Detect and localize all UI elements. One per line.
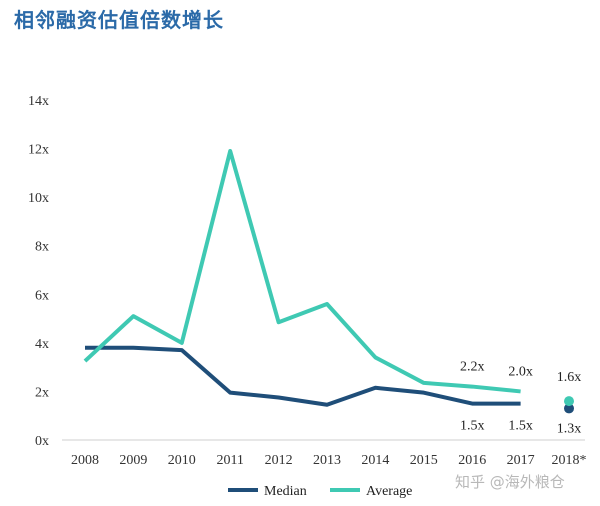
x-tick-label: 2008 xyxy=(71,453,99,468)
y-tick-label: 6x xyxy=(35,288,49,303)
y-tick-label: 10x xyxy=(28,191,49,206)
data-label: 2.2x xyxy=(460,360,485,375)
x-axis: 2008 2009 2010 2011 2012 2013 2014 2015 2016 2017… xyxy=(71,453,587,468)
median-legend-label: Median xyxy=(264,484,307,499)
data-label: 1.5x xyxy=(508,419,533,434)
y-tick-label: 2x xyxy=(35,385,49,400)
data-labels: 2.2x 2.0x 1.6x 1.5x 1.5x 1.3x xyxy=(460,360,581,437)
data-label: 1.5x xyxy=(460,419,485,434)
watermark: 知乎 @海外粮仓 xyxy=(455,473,565,491)
x-tick-label: 2011 xyxy=(216,453,243,468)
page-title: 相邻融资估值倍数增长 xyxy=(14,8,224,32)
y-tick-label: 8x xyxy=(35,240,49,255)
data-label: 1.3x xyxy=(557,421,582,436)
median-2018-point xyxy=(564,403,574,414)
average-line xyxy=(83,149,521,394)
x-tick-label: 2017 xyxy=(507,453,535,468)
y-tick-label: 14x xyxy=(28,94,49,109)
x-tick-label: 2014 xyxy=(361,453,389,468)
x-tick-label: 2010 xyxy=(168,453,196,468)
x-tick-label: 2015 xyxy=(410,453,438,468)
x-tick-label: 2018* xyxy=(552,453,587,468)
series-layer xyxy=(83,149,574,414)
y-tick-label: 0x xyxy=(35,434,49,449)
x-tick-label: 2009 xyxy=(119,453,147,468)
average-2018-point xyxy=(564,396,574,407)
average-legend-label: Average xyxy=(366,484,412,499)
y-axis: 0x 2x 4x 6x 8x 10x 12x 14x xyxy=(28,94,49,449)
y-tick-label: 12x xyxy=(28,143,49,158)
data-label: 2.0x xyxy=(508,364,533,379)
x-tick-label: 2016 xyxy=(458,453,486,468)
legend: Median Average xyxy=(228,484,412,499)
data-label: 1.6x xyxy=(557,370,582,385)
x-tick-label: 2013 xyxy=(313,453,341,468)
median-line xyxy=(85,345,521,407)
y-tick-label: 4x xyxy=(35,337,49,352)
x-tick-label: 2012 xyxy=(265,453,293,468)
